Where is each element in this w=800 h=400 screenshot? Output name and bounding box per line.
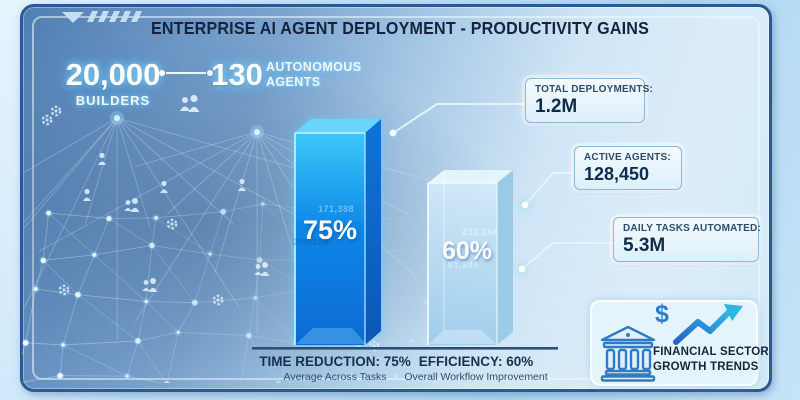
person-icon [313, 176, 321, 189]
callout-active-agents: ACTIVE AGENTS: 128,450 [574, 146, 682, 190]
people-icon [342, 295, 358, 309]
bar2-caption: EFFICIENCY: 60% Overall Workflow Improve… [396, 354, 556, 383]
growth-arrow-icon [673, 304, 743, 345]
badge-text-2: GROWTH TRENDS [653, 361, 759, 373]
agents-value: 130 [211, 57, 263, 92]
header-notch-decoration [62, 11, 142, 23]
callout-label: DAILY TASKS AUTOMATED: [623, 223, 761, 234]
page-title: ENTERPRISE AI AGENT DEPLOYMENT - PRODUCT… [150, 18, 650, 38]
builders-value: 20,000 [65, 57, 161, 92]
stat-connector-line [159, 70, 213, 76]
people-icon [142, 278, 158, 292]
callout-value: 1.2M [535, 96, 578, 117]
dollar-icon: $ [655, 300, 669, 328]
bar1-caption: TIME REDUCTION: 75% Average Across Tasks [250, 354, 420, 383]
callout-label: TOTAL DEPLOYMENTS: [535, 84, 654, 95]
callout-value: 128,450 [584, 164, 650, 184]
bank-icon [600, 325, 656, 382]
bar2-value-label: 60% [441, 237, 493, 265]
person-icon [83, 188, 91, 201]
bar1-value-label: 75% [302, 215, 358, 245]
gear-icon [50, 105, 62, 117]
callout-label: ACTIVE AGENTS: [584, 152, 671, 163]
bar2-caption-subtitle: Overall Workflow Improvement [404, 371, 548, 383]
bar1-caption-subtitle: Average Across Tasks [283, 371, 387, 383]
bar2-caption-title: EFFICIENCY: 60% [418, 354, 534, 369]
badge-text-1: FINANCIAL SECTOR [653, 346, 769, 358]
gear-icon [41, 114, 53, 126]
builders-label: BUILDERS [75, 93, 151, 108]
people-icon [254, 262, 270, 276]
callout-value: 5.3M [623, 235, 666, 256]
agents-label-2: AGENTS [266, 75, 321, 89]
gear-icon [212, 294, 224, 306]
gear-icon [368, 340, 380, 352]
gear-icon [166, 218, 178, 230]
callout-daily-tasks: DAILY TASKS AUTOMATED: 5.3M [613, 217, 761, 262]
team-icon [180, 94, 200, 112]
callout-total-deployments: TOTAL DEPLOYMENTS: 1.2M [525, 78, 654, 123]
bar1-caption-title: TIME REDUCTION: 75% [259, 354, 411, 369]
agents-label-1: AUTONOMOUS [266, 60, 362, 74]
